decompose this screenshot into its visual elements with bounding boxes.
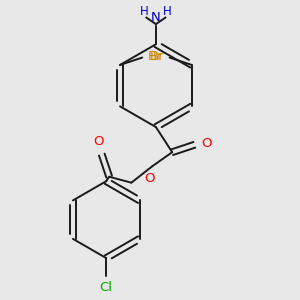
Text: N: N — [151, 11, 161, 24]
Text: H: H — [164, 4, 172, 18]
Text: Br: Br — [148, 50, 162, 64]
Text: H: H — [140, 4, 148, 18]
Text: O: O — [94, 135, 104, 148]
Text: Br: Br — [150, 50, 164, 64]
Text: O: O — [144, 172, 154, 185]
Text: O: O — [201, 137, 211, 150]
Text: Cl: Cl — [100, 281, 113, 294]
